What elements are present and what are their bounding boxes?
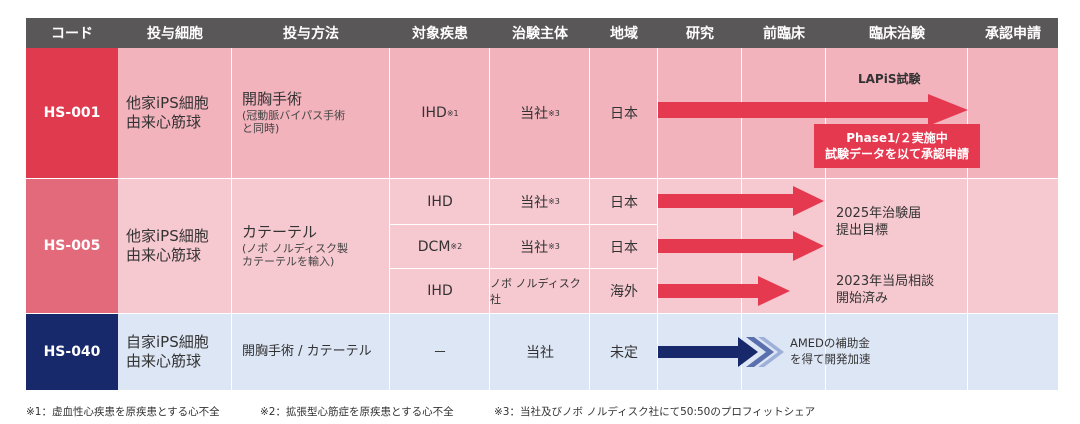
hs040-disease: －: [433, 345, 447, 361]
header-code: コード: [26, 18, 118, 48]
row-hs005-band: [118, 179, 1058, 313]
hs005-method: カテーテル (ノボ ノルディスク製 カテーテルを輸入): [242, 179, 388, 313]
hs001-method-sub2: と同時): [242, 122, 280, 136]
hs005-sub1-disease: IHD: [390, 179, 490, 224]
hs001-cell-line1: 他家iPS細胞: [126, 94, 209, 113]
hs005-status-1: 2025年治験届 提出目標: [836, 206, 921, 240]
hs001-sponsor-text: 当社: [520, 106, 549, 122]
hs005-method-main: カテーテル: [242, 222, 318, 241]
hs005-status-1-line1: 2025年治験届: [836, 206, 922, 221]
hs001-disease-note: ※1: [446, 108, 459, 118]
hs005-sub2-sponsor: 当社 ※3: [490, 225, 590, 268]
hs001-sponsor: 当社 ※3: [490, 48, 590, 178]
header-research: 研究: [658, 18, 742, 48]
hs005-arrow-3: [658, 276, 790, 306]
hs005-method-sub1: (ノボ ノルディスク製: [242, 241, 349, 255]
header-preclinical: 前臨床: [742, 18, 826, 48]
hs005-sub2-sponsor-text: 当社: [520, 239, 549, 256]
hs005-sub1-region: 日本: [610, 194, 638, 211]
hs040-sponsor: 当社: [526, 345, 554, 361]
hs040-status-line2: を得て開発加速: [790, 351, 871, 366]
hs001-cell-line2: 由来心筋球: [126, 113, 202, 131]
hs001-disease-text: IHD: [421, 105, 447, 121]
hs040-cell-type: 自家iPS細胞 由来心筋球: [126, 314, 232, 390]
hs040-method: 開胸手術 / カテーテル: [242, 314, 388, 390]
hs005-status-2-line1: 2023年当局相談: [836, 274, 935, 289]
code-hs005: HS-005: [26, 179, 118, 313]
hs005-sub1-sponsor-note: ※3: [548, 197, 560, 206]
hs005-sub2-disease-text: DCM: [417, 238, 451, 255]
footnote-2: ※2：拡張型心筋症を原疾患とする心不全: [260, 406, 454, 418]
hs001-callout: Phase1/２実施中 試験データを以て承認申請: [814, 124, 980, 168]
hs001-sponsor-note: ※3: [548, 108, 560, 118]
hs001-method-main: 開胸手術: [242, 89, 303, 108]
hs005-sub1-disease-text: IHD: [427, 193, 453, 210]
hs005-sub3-sponsor: ノボ ノルディスク社: [490, 269, 590, 313]
header-disease: 対象疾患: [390, 18, 490, 48]
hs005-sub2-disease-note: ※2: [450, 242, 463, 251]
hs005-sub2-region: 日本: [610, 239, 638, 256]
hs001-callout-line2: 試験データを以て承認申請: [824, 147, 969, 161]
footnote-1: ※1：虚血性心疾患を原疾患とする心不全: [26, 406, 220, 418]
hs005-arrow-2: [658, 231, 824, 261]
hs001-cell-type: 他家iPS細胞 由来心筋球: [126, 48, 232, 178]
code-hs040: HS-040: [26, 314, 118, 390]
header-clinical: 臨床治験: [826, 18, 968, 48]
hs005-sub1-sponsor-text: 当社: [520, 194, 549, 211]
header-approval: 承認申請: [968, 18, 1058, 48]
footnote-3: ※3：当社及びノボ ノルディスク社にて50:50のプロフィットシェア: [494, 406, 816, 418]
hs040-status: AMEDの補助金 を得て開発加速: [790, 336, 871, 367]
hs001-disease: IHD ※1: [390, 48, 490, 178]
hs040-method-main: 開胸手術 / カテーテル: [242, 343, 372, 359]
hs005-sub2-disease: DCM ※2: [390, 225, 490, 268]
hs005-status-2-line2: 開始済み: [836, 290, 889, 306]
hs005-status-1-line2: 提出目標: [836, 222, 889, 238]
hs001-progress-arrow: [658, 94, 968, 126]
code-hs001: HS-001: [26, 48, 118, 178]
header-cell: 投与細胞: [118, 18, 232, 48]
hs001-callout-line1: Phase1/２実施中: [846, 130, 948, 145]
hs005-sub3-sponsor-text: ノボ ノルディスク社: [490, 277, 581, 306]
hs005-sub1-sponsor: 当社 ※3: [490, 179, 590, 224]
hs040-progress-arrow: [658, 337, 784, 367]
hs005-cell-line2: 由来心筋球: [126, 246, 202, 264]
hs001-method-sub1: (冠動脈バイパス手術: [242, 108, 346, 122]
hs040-cell-line2: 由来心筋球: [126, 352, 202, 370]
header-region: 地域: [590, 18, 658, 48]
hs001-region: 日本: [610, 106, 638, 122]
hs005-sub2-sponsor-note: ※3: [548, 242, 560, 251]
hs005-sub3-disease-text: IHD: [427, 283, 453, 299]
row-hs040-band: [118, 314, 1058, 390]
header-sponsor: 治験主体: [490, 18, 590, 48]
hs005-cell-type: 他家iPS細胞 由来心筋球: [126, 179, 232, 313]
hs040-cell-line1: 自家iPS細胞: [126, 333, 209, 352]
hs005-sub3-region: 海外: [610, 284, 638, 300]
hs005-method-sub2: カテーテルを輸入): [242, 255, 335, 269]
hs005-sub3-disease: IHD: [390, 269, 490, 313]
hs005-arrow-1: [658, 186, 824, 216]
hs001-method: 開胸手術 (冠動脈バイパス手術 と同時): [242, 48, 388, 178]
hs005-status-2: 2023年当局相談 開始済み: [836, 274, 934, 308]
hs040-status-line1: AMEDの補助金: [790, 336, 870, 350]
hs040-region: 未定: [610, 345, 638, 361]
header-method: 投与方法: [232, 18, 390, 48]
hs005-cell-line1: 他家iPS細胞: [126, 227, 209, 246]
hs001-trial-label: LAPiS試験: [858, 72, 921, 86]
